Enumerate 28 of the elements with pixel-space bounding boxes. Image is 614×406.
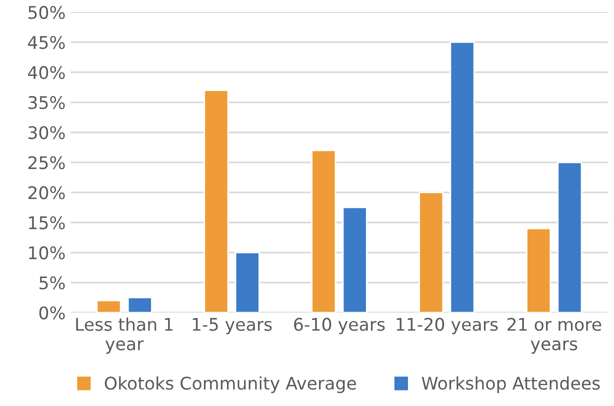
- bar: [311, 150, 336, 313]
- bar: [557, 162, 582, 313]
- y-tick-label: 50%: [28, 6, 65, 20]
- y-tick-label: 15%: [29, 216, 65, 230]
- y-tick-label: 0%: [39, 306, 65, 320]
- x-tick-label: 21 or more years: [507, 318, 602, 354]
- x-tick-label: 11-20 years: [396, 318, 498, 334]
- y-tick-label: 20%: [28, 186, 65, 200]
- x-tick-label: 1-5 years: [192, 318, 272, 334]
- bar: [96, 300, 122, 313]
- bar: [204, 90, 229, 313]
- y-tick-label: 35%: [28, 96, 65, 110]
- legend-label: Workshop Attendees: [422, 376, 600, 394]
- y-tick-label: 40%: [28, 66, 65, 80]
- x-tick-label: 6-10 years: [294, 318, 385, 334]
- y-tick-label: 30%: [28, 126, 65, 140]
- bar: [526, 228, 552, 313]
- legend-label: Okotoks Community Average: [104, 376, 356, 394]
- bar: [342, 206, 368, 313]
- bar: [450, 42, 475, 313]
- bar: [127, 296, 152, 313]
- y-tick-label: 5%: [40, 276, 65, 290]
- y-tick-label: 10%: [29, 246, 65, 260]
- bar: [234, 252, 260, 313]
- y-tick-label: 45%: [28, 36, 65, 50]
- y-tick-label: 25%: [28, 156, 65, 170]
- x-tick-label: Less than 1 year: [76, 317, 173, 354]
- bar: [418, 192, 444, 313]
